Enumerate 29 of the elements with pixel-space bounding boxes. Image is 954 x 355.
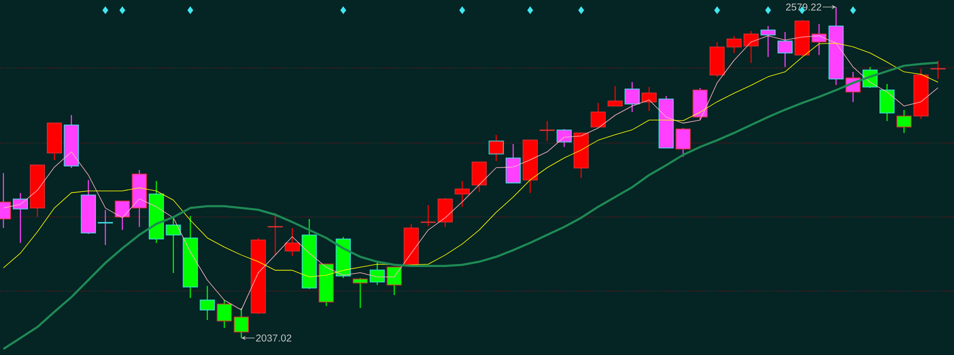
candlestick	[234, 307, 249, 339]
candlestick	[488, 134, 504, 162]
candlestick	[642, 86, 657, 112]
candlestick	[284, 227, 300, 257]
candlestick	[726, 35, 742, 54]
candlestick	[676, 127, 691, 158]
candlestick	[624, 81, 640, 112]
candlestick	[760, 25, 776, 58]
candlestick	[556, 128, 572, 148]
candlestick	[472, 161, 487, 193]
candlestick	[114, 200, 130, 231]
candlestick	[880, 83, 895, 122]
candlestick	[744, 30, 759, 64]
candlestick	[12, 192, 28, 244]
candlestick	[216, 299, 232, 329]
candlestick	[540, 120, 555, 142]
candlestick	[812, 23, 827, 56]
candlestick	[778, 31, 793, 68]
candlestick	[268, 212, 283, 256]
candlestick	[608, 85, 623, 107]
candlestick	[454, 180, 470, 208]
candlestick	[590, 102, 606, 128]
candlestick	[930, 60, 946, 80]
candlestick	[200, 285, 215, 321]
annotation: 2579.22	[786, 3, 822, 11]
annotation: 2037.02	[256, 334, 292, 342]
candlestick	[896, 109, 912, 134]
candlestick	[98, 209, 113, 246]
candlestick	[166, 216, 181, 274]
